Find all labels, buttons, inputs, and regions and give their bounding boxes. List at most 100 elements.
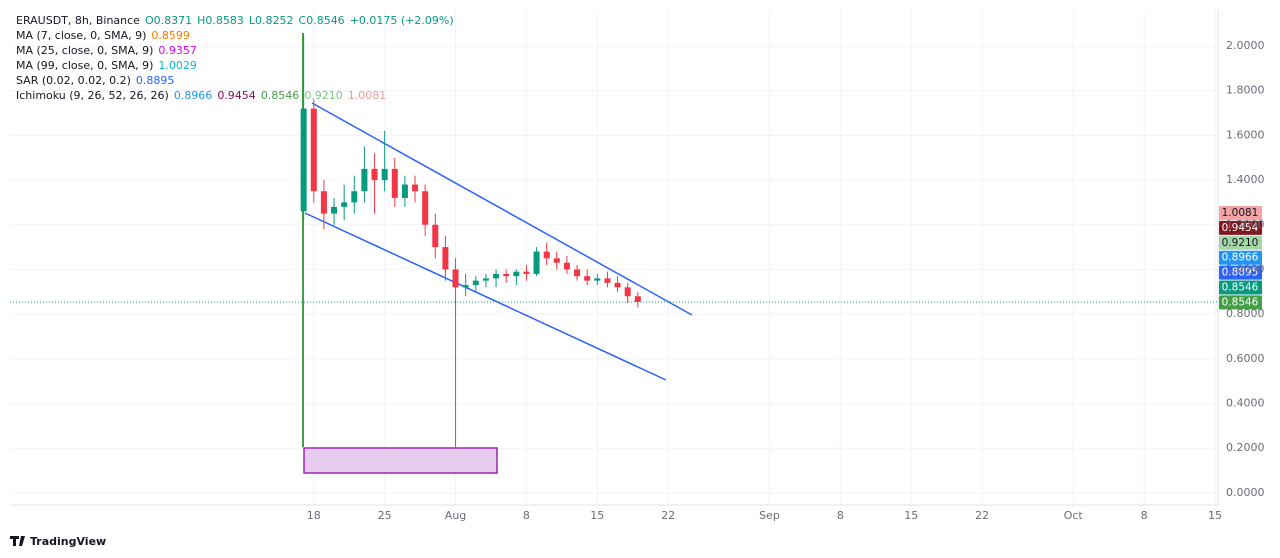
legend-text: C0.8546	[299, 14, 345, 27]
candle-body	[320, 191, 327, 214]
y-tick-label: 0.4000	[1226, 397, 1265, 410]
candle-body	[401, 184, 408, 198]
x-tick-label: 25	[378, 509, 392, 522]
legend-text: Ichimoku (9, 26, 52, 26, 26)	[16, 89, 169, 102]
legend-text: MA (7, close, 0, SMA, 9)	[16, 29, 146, 42]
x-tick-label: 15	[904, 509, 918, 522]
candle-body	[503, 273, 510, 277]
candle-body	[462, 285, 469, 288]
legend-text: MA (99, close, 0, SMA, 9)	[16, 59, 153, 72]
candle-body	[584, 276, 591, 281]
x-tick-label: 8	[837, 509, 844, 522]
legend-line: Ichimoku (9, 26, 52, 26, 26) 0.8966 0.9454…	[16, 89, 386, 102]
x-tick-label: Oct	[1064, 509, 1084, 522]
legend-text: MA (25, close, 0, SMA, 9)	[16, 44, 153, 57]
y-tick-label: 1.6000	[1226, 128, 1265, 141]
price-label-bg	[1219, 235, 1262, 250]
legend-text: 0.8599	[151, 29, 190, 42]
candle-body	[513, 271, 520, 277]
legend-text: +0.0175 (+2.09%)	[350, 14, 454, 27]
x-tick-label: 15	[1208, 509, 1222, 522]
candle-body	[523, 271, 530, 274]
y-tick-label: 1.0000	[1226, 262, 1265, 275]
candle-body	[634, 296, 641, 302]
candle-body	[604, 278, 611, 283]
x-tick-label: 22	[661, 509, 675, 522]
y-tick-label: 0.6000	[1226, 352, 1265, 365]
y-tick-label: 0.2000	[1226, 441, 1265, 454]
candle-body	[432, 224, 439, 248]
legend-text: 0.8895	[136, 74, 175, 87]
legend-text: 1.0081	[348, 89, 387, 102]
candle-body	[341, 202, 348, 207]
candle-body	[371, 168, 378, 181]
candle-body	[381, 168, 388, 181]
legend-line: MA (25, close, 0, SMA, 9) 0.9357	[16, 44, 197, 57]
price-label-bg	[1219, 220, 1262, 235]
price-label: 1.0081	[1222, 207, 1259, 219]
y-tick-label: 0.0000	[1226, 486, 1265, 499]
legend-text: 1.0029	[158, 59, 197, 72]
legend-text: 0.9210	[304, 89, 343, 102]
legend-text: O0.8371	[145, 14, 192, 27]
price-label-bg	[1219, 295, 1262, 310]
y-tick-label: 1.8000	[1226, 84, 1265, 97]
price-label: 0.8546	[1222, 296, 1259, 308]
legend-line: ERAUSDT, 8h, Binance O0.8371 H0.8583 L0.825…	[16, 14, 454, 27]
legend-text: ERAUSDT, 8h, Binance	[16, 14, 140, 27]
candle-body	[543, 251, 550, 259]
y-tick-label: 2.0000	[1226, 39, 1265, 52]
legend-line: MA (7, close, 0, SMA, 9) 0.8599	[16, 29, 190, 42]
price-labels: 1.0081 0.9454 0.9210 0.8966 0.8895 0.8546 0.85…	[1219, 206, 1262, 310]
x-tick-label: Aug	[445, 509, 466, 522]
x-tick-label: 15	[590, 509, 604, 522]
price-label-bg	[1219, 265, 1262, 280]
x-tick-label: 8	[1141, 509, 1148, 522]
legend-text: 0.9454	[217, 89, 256, 102]
candles	[10, 34, 1218, 449]
candle-body	[614, 282, 621, 288]
price-label: 0.9210	[1222, 237, 1259, 249]
candle-body	[563, 262, 570, 270]
candle-body	[422, 191, 429, 225]
price-label: 0.8546	[1222, 282, 1259, 294]
x-tick-label: 18	[307, 509, 321, 522]
price-label-bg	[1219, 250, 1262, 265]
legend-text: H0.8583	[197, 14, 244, 27]
price-label-bg	[1219, 206, 1262, 220]
price-label: 0.8895	[1222, 267, 1259, 279]
candle-body	[553, 258, 560, 263]
x-tick-label: 8	[523, 509, 530, 522]
candle-body	[310, 108, 317, 192]
logo-icon	[10, 536, 25, 546]
candle-body	[300, 108, 307, 212]
legend-text: 0.8546	[261, 89, 300, 102]
candle-body	[574, 269, 581, 277]
candle-body	[361, 168, 368, 192]
trend-line-lower	[304, 212, 667, 381]
grid	[10, 10, 1218, 505]
candle-body	[391, 168, 398, 198]
zone-box	[303, 447, 498, 474]
x-tick-label: 22	[975, 509, 989, 522]
candle-body	[533, 251, 540, 274]
price-label: 0.8966	[1222, 252, 1259, 264]
trend-line-upper	[311, 102, 693, 316]
legend-line: MA (99, close, 0, SMA, 9) 1.0029	[16, 59, 197, 72]
legend: ERAUSDT, 8h, Binance O0.8371 H0.8583 L0.825…	[16, 14, 454, 102]
candle-body	[351, 191, 358, 203]
price-label: 0.9454	[1222, 222, 1259, 234]
candle-body	[442, 247, 449, 270]
legend-text: 0.8966	[174, 89, 213, 102]
candle-body	[412, 184, 419, 192]
legend-line: SAR (0.02, 0.02, 0.2) 0.8895	[16, 74, 174, 87]
brand: TradingView	[30, 535, 106, 548]
candle-body	[493, 273, 500, 279]
legend-text: 0.9357	[158, 44, 197, 57]
candle-body	[482, 278, 489, 281]
candle-body	[594, 278, 601, 281]
legend-text: L0.8252	[249, 14, 294, 27]
y-tick-label: 1.2000	[1226, 218, 1265, 231]
